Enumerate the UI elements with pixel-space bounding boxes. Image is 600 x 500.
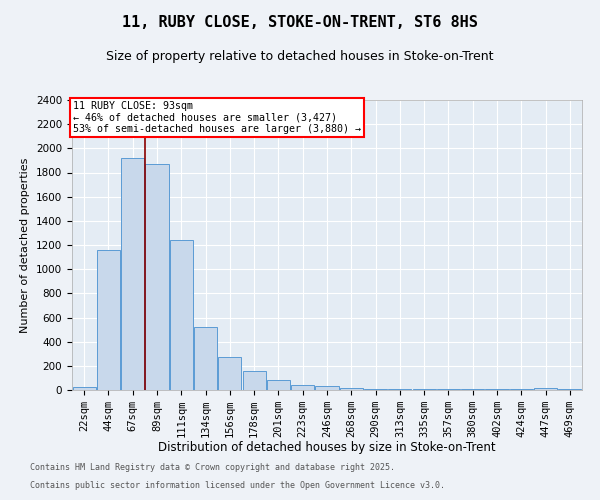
Text: 11, RUBY CLOSE, STOKE-ON-TRENT, ST6 8HS: 11, RUBY CLOSE, STOKE-ON-TRENT, ST6 8HS: [122, 15, 478, 30]
Y-axis label: Number of detached properties: Number of detached properties: [20, 158, 31, 332]
Text: Size of property relative to detached houses in Stoke-on-Trent: Size of property relative to detached ho…: [106, 50, 494, 63]
Bar: [170, 240, 193, 390]
Bar: [242, 372, 266, 390]
Bar: [340, 388, 363, 390]
Bar: [267, 380, 290, 390]
Bar: [97, 250, 120, 390]
Text: 11 RUBY CLOSE: 93sqm
← 46% of detached houses are smaller (3,427)
53% of semi-de: 11 RUBY CLOSE: 93sqm ← 46% of detached h…: [73, 101, 361, 134]
X-axis label: Distribution of detached houses by size in Stoke-on-Trent: Distribution of detached houses by size …: [158, 442, 496, 454]
Text: Contains HM Land Registry data © Crown copyright and database right 2025.: Contains HM Land Registry data © Crown c…: [30, 464, 395, 472]
Bar: [291, 384, 314, 390]
Bar: [218, 357, 241, 390]
Bar: [145, 164, 169, 390]
Bar: [73, 388, 95, 390]
Text: Contains public sector information licensed under the Open Government Licence v3: Contains public sector information licen…: [30, 481, 445, 490]
Bar: [121, 158, 144, 390]
Bar: [316, 386, 338, 390]
Bar: [194, 327, 217, 390]
Bar: [534, 388, 557, 390]
Bar: [364, 389, 387, 390]
Bar: [388, 389, 412, 390]
